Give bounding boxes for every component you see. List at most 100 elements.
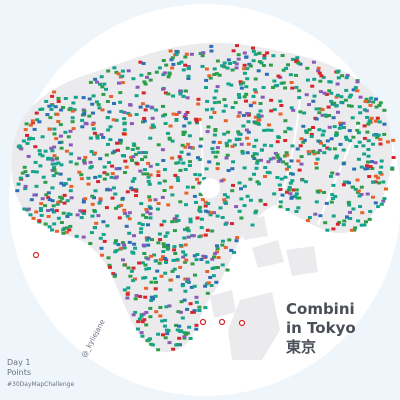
store-marker xyxy=(185,111,190,114)
store-marker xyxy=(345,215,349,219)
store-marker xyxy=(322,191,326,194)
store-marker xyxy=(278,200,283,204)
store-marker xyxy=(225,66,230,70)
store-marker xyxy=(239,187,243,191)
store-marker xyxy=(317,107,322,111)
store-marker xyxy=(140,334,145,338)
store-marker xyxy=(146,175,151,179)
store-marker xyxy=(237,137,242,141)
store-marker xyxy=(148,136,153,140)
store-marker xyxy=(226,58,231,62)
store-marker xyxy=(375,116,380,120)
store-marker xyxy=(222,65,227,69)
store-marker xyxy=(314,162,319,165)
store-marker xyxy=(140,261,145,265)
store-marker xyxy=(105,100,110,103)
store-marker xyxy=(318,79,323,83)
store-marker xyxy=(64,149,69,153)
store-marker xyxy=(80,125,85,129)
store-marker xyxy=(269,109,274,113)
store-marker xyxy=(203,204,208,208)
store-marker xyxy=(121,258,125,262)
store-marker xyxy=(157,181,162,185)
store-marker xyxy=(236,93,241,96)
store-marker xyxy=(371,142,375,146)
store-marker xyxy=(163,168,167,172)
store-marker xyxy=(294,85,299,89)
store-marker xyxy=(23,170,28,174)
store-marker xyxy=(240,149,245,153)
store-marker xyxy=(130,179,135,183)
store-marker xyxy=(186,277,191,281)
store-marker xyxy=(182,298,187,302)
store-marker xyxy=(175,258,180,262)
store-marker xyxy=(178,92,183,96)
store-marker xyxy=(225,195,230,199)
store-marker xyxy=(261,86,266,89)
store-marker xyxy=(132,234,136,238)
store-marker xyxy=(242,67,247,71)
store-marker xyxy=(146,223,150,227)
store-marker xyxy=(200,198,205,202)
store-marker xyxy=(339,100,344,104)
store-marker xyxy=(47,127,52,131)
store-marker xyxy=(376,205,381,209)
store-marker xyxy=(199,137,204,141)
store-marker xyxy=(193,273,197,277)
store-marker xyxy=(378,137,383,141)
store-marker xyxy=(64,230,69,234)
store-marker xyxy=(254,138,259,142)
store-marker xyxy=(253,121,258,125)
store-marker xyxy=(317,128,322,132)
store-marker xyxy=(143,82,148,86)
store-marker xyxy=(172,267,177,271)
store-marker xyxy=(163,234,168,238)
store-marker xyxy=(311,150,316,154)
store-marker xyxy=(215,162,220,166)
store-marker xyxy=(45,113,50,117)
store-marker xyxy=(145,104,150,108)
store-marker xyxy=(122,117,127,121)
store-marker xyxy=(149,299,154,302)
store-marker xyxy=(251,46,255,50)
store-marker xyxy=(290,86,295,90)
store-marker xyxy=(170,56,175,60)
store-marker xyxy=(145,172,150,176)
store-marker xyxy=(150,343,155,347)
store-marker xyxy=(150,116,155,120)
store-marker xyxy=(193,117,198,121)
store-marker xyxy=(101,220,106,224)
store-marker xyxy=(154,310,159,314)
store-marker xyxy=(256,122,261,126)
store-marker xyxy=(54,156,59,160)
store-marker xyxy=(182,124,187,128)
store-marker xyxy=(221,109,226,113)
store-marker xyxy=(156,348,161,352)
store-marker xyxy=(294,73,298,77)
store-marker xyxy=(381,180,386,184)
store-marker xyxy=(246,130,251,134)
store-marker xyxy=(93,175,98,179)
store-marker xyxy=(187,325,192,329)
store-marker xyxy=(174,161,179,165)
store-marker xyxy=(337,220,342,224)
store-marker xyxy=(241,81,246,85)
store-marker xyxy=(374,105,379,109)
store-marker xyxy=(288,192,293,196)
store-marker xyxy=(146,161,151,165)
store-marker xyxy=(90,214,95,218)
store-marker xyxy=(161,73,166,77)
store-marker xyxy=(275,153,280,157)
store-marker xyxy=(330,171,335,175)
store-marker xyxy=(175,176,180,180)
store-marker xyxy=(212,73,217,76)
store-marker xyxy=(365,192,370,196)
store-marker xyxy=(317,149,322,152)
store-marker xyxy=(122,246,127,250)
store-marker xyxy=(226,82,231,86)
store-marker xyxy=(234,205,239,209)
store-marker xyxy=(102,177,107,181)
store-marker xyxy=(280,193,285,197)
store-marker xyxy=(299,162,304,166)
store-marker xyxy=(304,129,309,133)
